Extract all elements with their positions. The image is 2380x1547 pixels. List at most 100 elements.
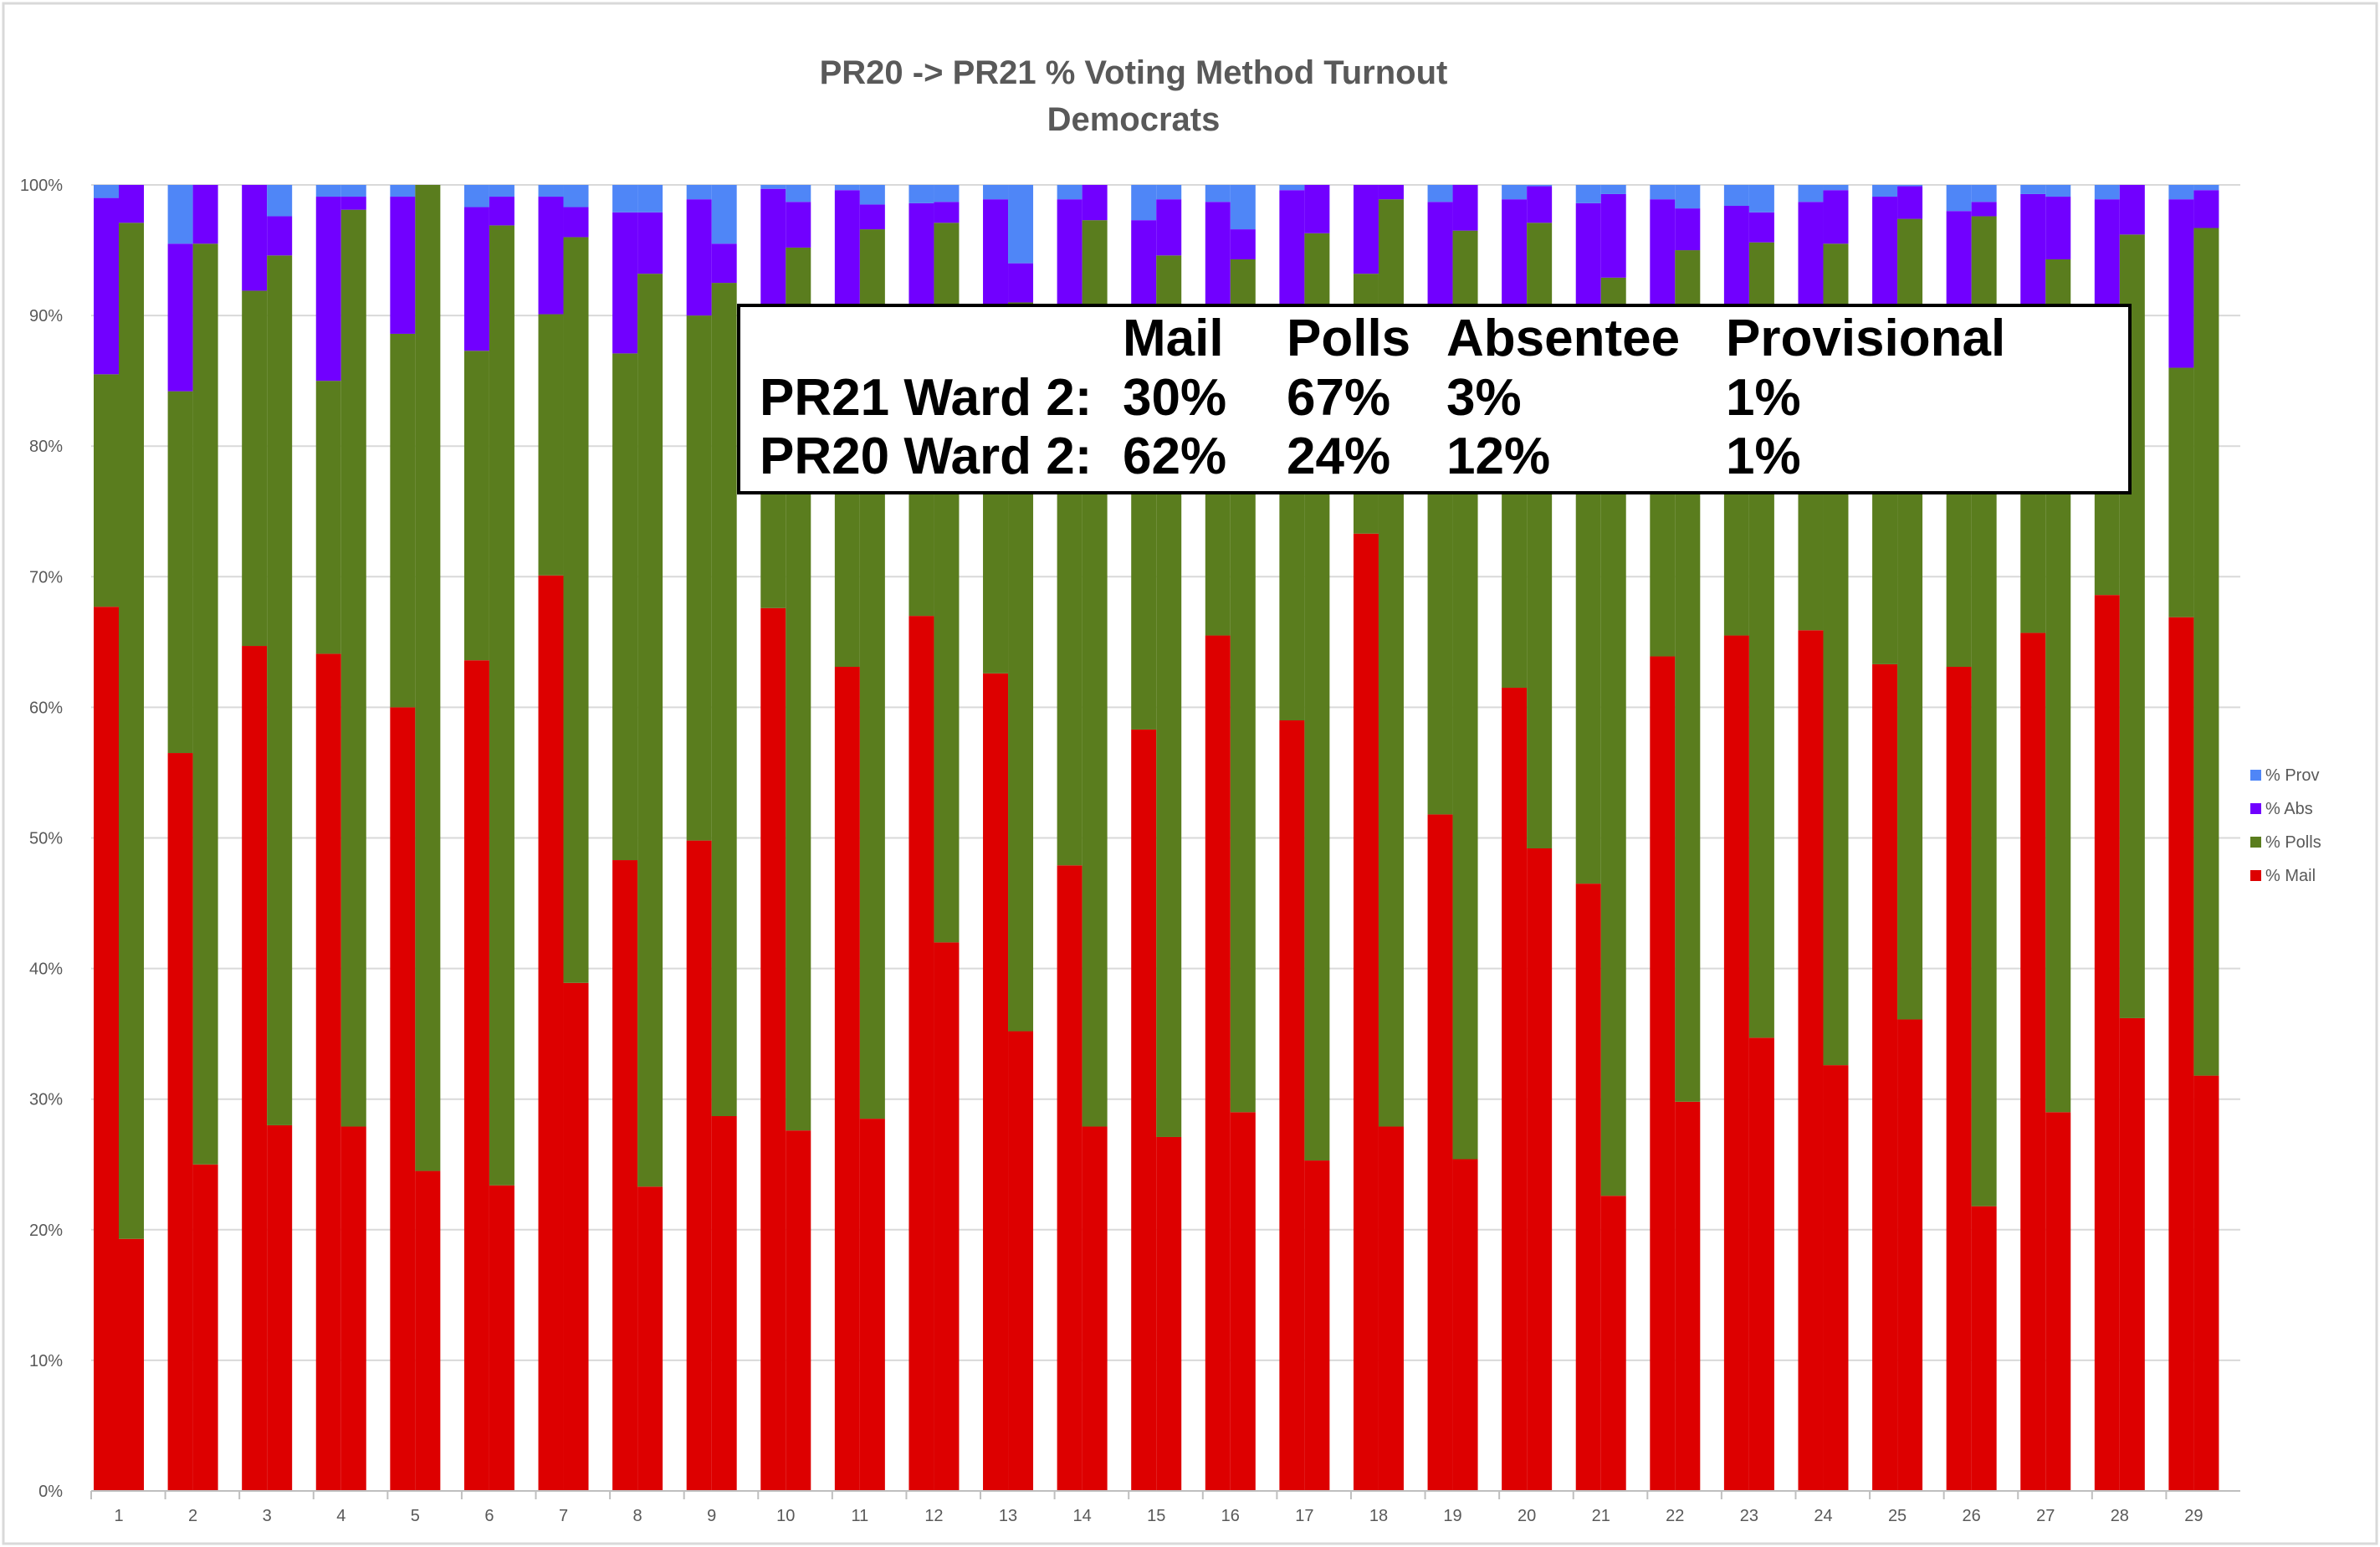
- bar-pr20-prov-ward-22: [1650, 185, 1676, 200]
- y-tick-label: 40%: [29, 960, 63, 979]
- x-tick-label: 6: [484, 1507, 494, 1525]
- bar-pr21-abs-ward-4: [340, 197, 366, 210]
- bar-pr21-abs-ward-8: [637, 212, 663, 274]
- bar-pr21-polls-ward-29: [2193, 228, 2219, 1076]
- chart-subtitle: Democrats: [1047, 101, 1221, 138]
- bar-pr20-mail-ward-23: [1723, 635, 1749, 1491]
- bar-pr21-prov-ward-7: [563, 185, 589, 207]
- bar-pr20-prov-ward-21: [1575, 185, 1601, 203]
- bar-pr20-prov-ward-25: [1872, 185, 1898, 197]
- bar-pr21-abs-ward-29: [2193, 190, 2219, 228]
- bar-pr20-prov-ward-16: [1205, 185, 1231, 202]
- bar-pr21-abs-ward-27: [2045, 197, 2071, 259]
- x-tick-label: 13: [999, 1507, 1017, 1525]
- bar-pr20-abs-ward-18: [1353, 185, 1379, 274]
- x-tick-label: 17: [1295, 1507, 1313, 1525]
- bar-pr20-mail-ward-17: [1279, 720, 1305, 1491]
- bar-pr20-polls-ward-8: [612, 353, 638, 861]
- bar-pr21-prov-ward-3: [267, 185, 293, 217]
- bar-pr20-mail-ward-19: [1427, 814, 1453, 1491]
- bar-pr21-mail-ward-24: [1823, 1065, 1849, 1491]
- bar-pr21-abs-ward-14: [1082, 185, 1108, 221]
- legend: % Prov % Abs % Polls % Mail: [2250, 766, 2321, 885]
- x-tick-label: 27: [2036, 1507, 2055, 1525]
- bar-pr20-mail-ward-4: [315, 653, 341, 1491]
- annotation-value: 1%: [1726, 369, 1801, 427]
- bar-pr21-polls-ward-6: [489, 225, 514, 1186]
- bar-pr21-prov-ward-12: [934, 185, 960, 202]
- bar-pr21-mail-ward-5: [415, 1170, 441, 1491]
- annotation-value: 1%: [1726, 428, 1801, 485]
- bar-pr21-mail-ward-22: [1675, 1101, 1701, 1491]
- bar-pr20-mail-ward-11: [834, 667, 860, 1491]
- chart-title: PR20 -> PR21 % Voting Method Turnout: [820, 54, 1448, 91]
- bar-pr21-abs-ward-2: [192, 185, 218, 244]
- x-tick-label: 2: [188, 1507, 197, 1525]
- bar-pr21-mail-ward-17: [1304, 1160, 1330, 1491]
- bar-pr21-prov-ward-9: [711, 185, 737, 244]
- x-tick-label: 15: [1147, 1507, 1165, 1525]
- bar-pr20-prov-ward-27: [2020, 185, 2046, 194]
- x-tick-label: 10: [776, 1507, 795, 1525]
- bar-pr21-abs-ward-13: [1008, 263, 1034, 303]
- y-tick-label: 10%: [29, 1352, 63, 1370]
- bar-pr21-prov-ward-27: [2045, 185, 2071, 197]
- bar-pr20-polls-ward-2: [167, 391, 193, 754]
- bar-pr20-prov-ward-8: [612, 185, 638, 213]
- y-tick-label: 30%: [29, 1091, 63, 1109]
- bar-pr21-mail-ward-27: [2045, 1112, 2071, 1491]
- bar-pr21-abs-ward-28: [2119, 185, 2145, 235]
- x-tick-label: 5: [411, 1507, 420, 1525]
- bar-pr21-prov-ward-25: [1897, 185, 1923, 187]
- y-tick-label: 50%: [29, 830, 63, 848]
- bar-pr20-mail-ward-15: [1131, 729, 1157, 1491]
- annotation-value: 12%: [1446, 428, 1550, 485]
- bar-pr20-prov-ward-12: [908, 185, 934, 203]
- bar-pr21-mail-ward-2: [192, 1164, 218, 1491]
- bar-pr20-mail-ward-27: [2020, 633, 2046, 1491]
- bar-pr20-mail-ward-5: [390, 707, 416, 1491]
- bar-pr20-mail-ward-29: [2168, 617, 2194, 1492]
- annotation-row-label: PR21 Ward 2:: [760, 369, 1092, 427]
- y-tick-label: 80%: [29, 438, 63, 456]
- bar-pr21-abs-ward-11: [859, 204, 885, 230]
- x-tick-label: 4: [336, 1507, 345, 1525]
- bar-pr21-mail-ward-18: [1378, 1126, 1404, 1491]
- bar-pr21-abs-ward-6: [489, 197, 514, 226]
- bar-pr20-abs-ward-9: [686, 199, 712, 316]
- bar-pr21-abs-ward-3: [267, 216, 293, 256]
- bar-pr21-mail-ward-3: [267, 1124, 293, 1491]
- bar-pr20-mail-ward-28: [2094, 595, 2120, 1491]
- legend-label-polls: % Polls: [2265, 833, 2321, 852]
- bar-pr20-prov-ward-5: [390, 185, 416, 197]
- bar-pr21-prov-ward-11: [859, 185, 885, 205]
- x-tick-label: 19: [1443, 1507, 1461, 1525]
- bar-pr21-abs-ward-1: [119, 185, 144, 223]
- bar-pr21-prov-ward-23: [1748, 185, 1774, 213]
- x-tick-label: 16: [1221, 1507, 1240, 1525]
- bar-pr21-prov-ward-29: [2193, 185, 2219, 191]
- annotation-header-polls: Polls: [1287, 310, 1410, 367]
- bars: [94, 185, 2219, 1492]
- bar-pr20-mail-ward-22: [1650, 656, 1676, 1491]
- x-tick-label: 8: [633, 1507, 642, 1525]
- bar-pr20-mail-ward-13: [983, 673, 1009, 1491]
- legend-label-abs: % Abs: [2265, 800, 2313, 818]
- bar-pr20-polls-ward-3: [242, 290, 268, 647]
- bar-pr21-polls-ward-3: [267, 255, 293, 1125]
- y-tick-label: 20%: [29, 1222, 63, 1240]
- bar-pr21-mail-ward-29: [2193, 1075, 2219, 1491]
- bar-pr21-mail-ward-19: [1452, 1159, 1478, 1491]
- bar-pr20-polls-ward-29: [2168, 367, 2194, 617]
- x-tick-label: 3: [263, 1507, 272, 1525]
- bar-pr20-mail-ward-20: [1502, 687, 1528, 1491]
- x-tick-label: 22: [1666, 1507, 1684, 1525]
- bar-pr20-abs-ward-29: [2168, 199, 2194, 368]
- bar-pr20-polls-ward-1: [94, 374, 119, 607]
- bar-pr20-abs-ward-5: [390, 197, 416, 334]
- legend-label-prov: % Prov: [2265, 766, 2319, 785]
- bar-pr21-abs-ward-25: [1897, 186, 1923, 219]
- x-tick-label: 25: [1888, 1507, 1907, 1525]
- bar-pr20-prov-ward-1: [94, 185, 119, 198]
- x-tick-label: 9: [707, 1507, 716, 1525]
